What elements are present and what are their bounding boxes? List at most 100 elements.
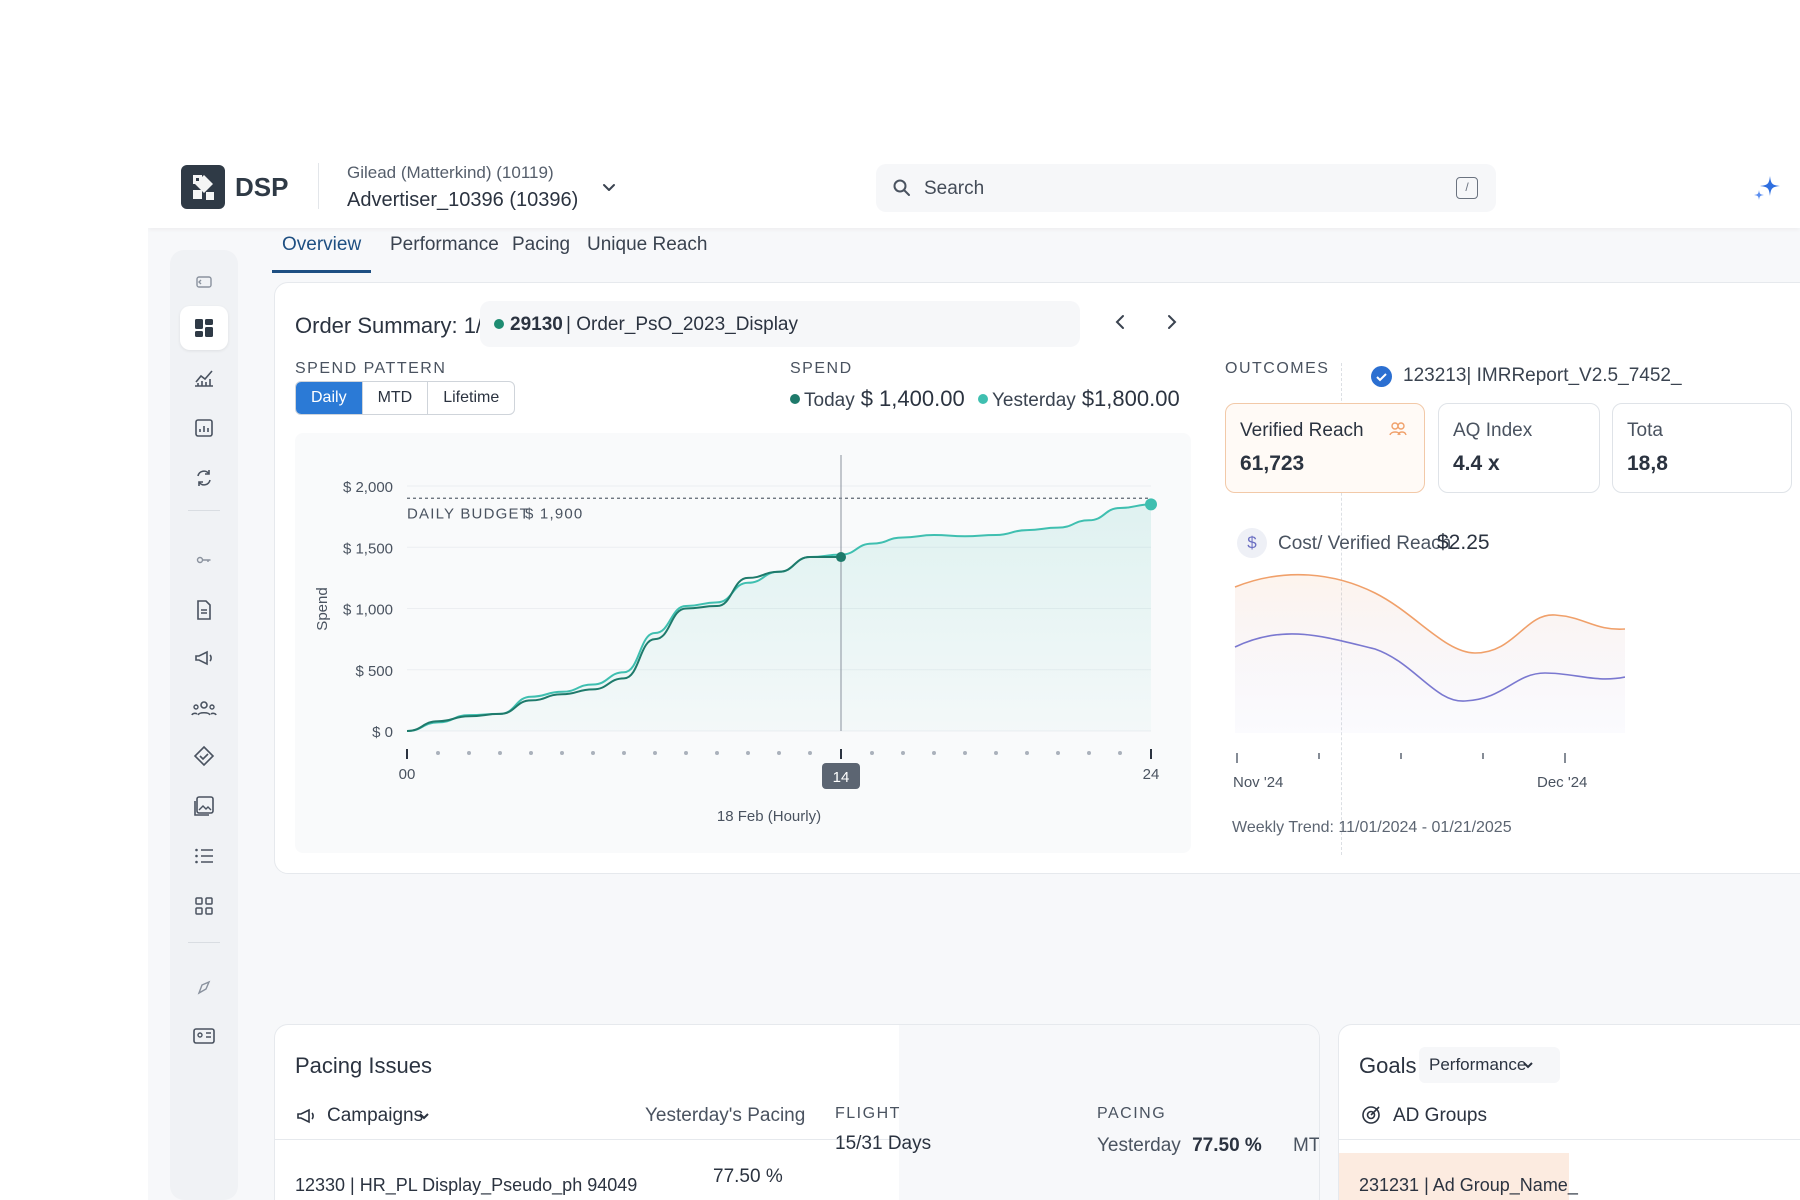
outcomes-report[interactable]: 123213| IMRReport_V2.5_7452_ — [1403, 365, 1682, 386]
goal-row-highlight — [1339, 1153, 1569, 1200]
dsp-logo[interactable] — [181, 165, 225, 209]
metric-label: AQ Index — [1453, 420, 1533, 441]
order-selector[interactable]: 29130 | Order_PsO_2023_Display — [480, 301, 1080, 347]
y-tick-label: $ 500 — [355, 663, 393, 680]
x-tick-dot — [1056, 751, 1060, 755]
cost-per-verified-reach-value: $2.25 — [1437, 531, 1490, 554]
app-name: DSP — [235, 172, 289, 202]
campaigns-dropdown[interactable]: Campaigns — [327, 1105, 424, 1126]
ad-groups-label: AD Groups — [1393, 1105, 1487, 1126]
x-tick-dot — [963, 751, 967, 755]
yesterday-point — [1145, 498, 1157, 511]
y-tick-label: $ 1,500 — [343, 540, 393, 557]
metric-total[interactable]: Tota 18,8 — [1612, 403, 1792, 493]
yesterday-area — [407, 504, 1151, 731]
daily-budget-value: $ 1,900 — [525, 505, 583, 522]
search-bar[interactable]: Search / — [876, 164, 1496, 212]
yesterdays-pacing-header: Yesterday's Pacing — [645, 1105, 806, 1126]
y-tick-label: $ 1,000 — [343, 602, 393, 619]
target-icon — [1362, 1106, 1380, 1124]
option-mtd[interactable]: MTD — [363, 382, 429, 414]
trend-line-orange — [1234, 573, 1625, 654]
analytics-icon[interactable] — [180, 356, 228, 400]
dashboard-icon[interactable] — [180, 306, 228, 350]
trend-tick-label: Nov '24 — [1233, 774, 1283, 791]
tab-performance[interactable]: Performance — [390, 234, 499, 255]
chevron-down-icon[interactable] — [415, 1107, 433, 1125]
advertiser-selector[interactable]: Advertiser_10396 (10396) — [347, 189, 579, 211]
people-icon — [1389, 422, 1407, 436]
order-name: | Order_PsO_2023_Display — [566, 314, 798, 335]
handshake-icon[interactable] — [180, 734, 228, 778]
y-axis-label: Spend — [314, 587, 331, 630]
today-label: Today — [804, 390, 855, 411]
spend-pattern-toggle: Daily MTD Lifetime — [295, 381, 516, 415]
x-tick-dot — [622, 751, 626, 755]
divider — [1339, 1139, 1800, 1140]
campaign-row-value: 77.50 % — [713, 1166, 783, 1187]
top-bar: DSP Gilead (Matterkind) (10119) Advertis… — [148, 138, 1800, 228]
creative-image-icon[interactable] — [180, 784, 228, 828]
sidebar-divider — [188, 942, 220, 943]
x-marker-label: 14 — [833, 769, 850, 786]
today-legend-dot — [790, 394, 800, 404]
x-axis-label: 18 Feb (Hourly) — [717, 808, 821, 825]
chevron-down-icon[interactable] — [598, 176, 620, 198]
x-tick-dot — [653, 751, 657, 755]
flight-label: FLIGHT — [835, 1105, 901, 1122]
sidebar-collapse-icon[interactable] — [180, 260, 228, 304]
tab-pacing[interactable]: Pacing — [512, 234, 571, 255]
document-icon[interactable] — [180, 588, 228, 632]
x-tick-dot — [715, 751, 719, 755]
key-icon[interactable] — [180, 538, 228, 582]
x-tick-dot — [901, 751, 905, 755]
ad-group-row[interactable]: 231231 | Ad Group_Name_ — [1359, 1175, 1578, 1195]
app-window: DSP Gilead (Matterkind) (10119) Advertis… — [148, 138, 1800, 1200]
dollar-icon: $ — [1237, 528, 1267, 558]
cost-per-verified-reach-label: Cost/ Verified Reach — [1278, 533, 1452, 554]
x-tick-dot — [994, 751, 998, 755]
megaphone-icon[interactable] — [180, 636, 228, 680]
chevron-left-icon[interactable] — [1110, 311, 1132, 333]
metric-aq-index[interactable]: AQ Index 4.4 x — [1438, 403, 1600, 493]
sync-icon[interactable] — [180, 456, 228, 500]
search-icon — [893, 179, 910, 196]
chevron-right-icon[interactable] — [1160, 311, 1182, 333]
option-daily[interactable]: Daily — [296, 382, 363, 414]
metric-verified-reach[interactable]: Verified Reach 61,723 — [1225, 403, 1425, 493]
y-tick-label: $ 0 — [372, 724, 393, 741]
reports-icon[interactable] — [180, 406, 228, 450]
y-tick-label: $ 2,000 — [343, 479, 393, 496]
header-divider — [318, 163, 319, 209]
x-tick-dot — [1118, 751, 1122, 755]
trend-area — [1235, 574, 1625, 733]
search-input[interactable]: Search — [924, 178, 985, 199]
apps-grid-icon[interactable] — [180, 884, 228, 928]
spend-label: SPEND — [790, 360, 853, 377]
rocket-icon[interactable] — [180, 966, 228, 1010]
metric-label: Verified Reach — [1240, 420, 1364, 441]
today-point — [836, 552, 846, 563]
spend-today: Today $ 1,400.00 — [790, 386, 965, 412]
ai-sparkle-icon[interactable] — [1752, 174, 1782, 204]
daily-budget-label: DAILY BUDGET — [407, 505, 530, 522]
option-lifetime[interactable]: Lifetime — [443, 389, 500, 406]
x-tick-dot — [498, 751, 502, 755]
chevron-down-icon[interactable] — [1519, 1056, 1537, 1074]
goals-dropdown[interactable]: Performance — [1419, 1047, 1561, 1083]
campaign-row-name[interactable]: 12330 | HR_PL Display_Pseudo_ph 94049 — [295, 1175, 638, 1195]
contact-card-icon[interactable] — [180, 1014, 228, 1058]
audience-icon[interactable] — [180, 686, 228, 730]
tab-overview[interactable]: Overview — [272, 234, 372, 273]
list-icon[interactable] — [180, 834, 228, 878]
pacing-details-panel — [899, 1025, 1319, 1200]
yesterday-legend-dot — [978, 394, 988, 404]
x-tick-dot — [870, 751, 874, 755]
x-tick-dot — [1025, 751, 1029, 755]
pacing-mtd: MTD 68.27 % — [1293, 1135, 1319, 1157]
weekly-trend-chart: Nov '24 Dec '24 — [1233, 573, 1625, 791]
today-value: $ 1,400.00 — [860, 386, 965, 411]
sidebar — [170, 250, 238, 1200]
pacing-yesterday-label: Yesterday — [1097, 1135, 1181, 1156]
tab-unique-reach[interactable]: Unique Reach — [587, 234, 708, 255]
